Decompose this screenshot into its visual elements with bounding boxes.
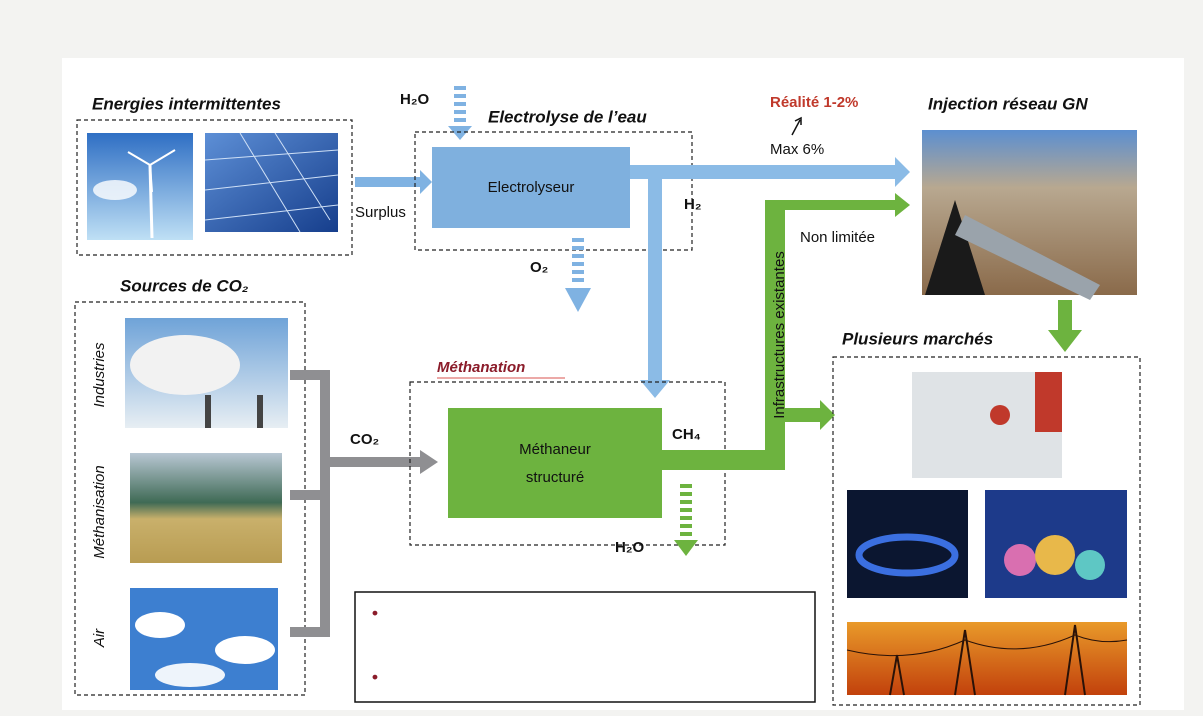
- wind-photo: [87, 133, 193, 240]
- source-label: Méthanisation: [91, 465, 108, 558]
- ch4-flow: [662, 450, 785, 470]
- methaneur-label: structuré: [526, 469, 584, 486]
- power-photo: [847, 622, 1127, 695]
- reality-label: Réalité 1-2%: [770, 94, 858, 111]
- surplus-label: Surplus: [355, 204, 406, 221]
- notes-box: [355, 592, 815, 702]
- sources-title: Sources de CO₂: [120, 276, 249, 295]
- car-photo: [912, 372, 1062, 478]
- methaneur: [448, 408, 662, 518]
- air-photo: [130, 588, 278, 690]
- h2o-output-label: H₂O: [615, 539, 644, 556]
- methanation-title: Méthanation: [437, 359, 525, 376]
- ch4-label: CH₄: [672, 426, 701, 443]
- h2-label: H₂: [684, 196, 702, 213]
- pipeline-photo: [922, 130, 1137, 300]
- max-label: Max 6%: [770, 141, 824, 158]
- bullet: •: [372, 667, 378, 686]
- solar-photo: [205, 133, 338, 232]
- industry-photo: [125, 318, 288, 428]
- h2o-input-label: H₂O: [400, 91, 429, 108]
- injection-title: Injection réseau GN: [928, 94, 1088, 113]
- diagram: Energies intermittentes Surplus H₂O Elec…: [0, 0, 1203, 716]
- methanisation-photo: [130, 453, 282, 563]
- methaneur-label: Méthaneur: [519, 441, 591, 458]
- h2o-output-arrow: [680, 486, 692, 534]
- flask-photo: [985, 490, 1127, 598]
- o2-label: O₂: [530, 259, 548, 276]
- flame-photo: [847, 490, 968, 598]
- energies-title: Energies intermittentes: [92, 94, 281, 113]
- source-label: Air: [91, 628, 108, 648]
- source-label: Industries: [91, 342, 108, 408]
- electrolyse-title: Electrolyse de l’eau: [488, 107, 647, 126]
- electrolyseur-label: Electrolyseur: [488, 179, 575, 196]
- co2-label: CO₂: [350, 431, 379, 448]
- markets-title: Plusieurs marchés: [842, 329, 993, 348]
- infrastructure-label: Infrastructures existantes: [771, 251, 788, 419]
- bullet: •: [372, 603, 378, 622]
- unlimited-label: Non limitée: [800, 229, 875, 246]
